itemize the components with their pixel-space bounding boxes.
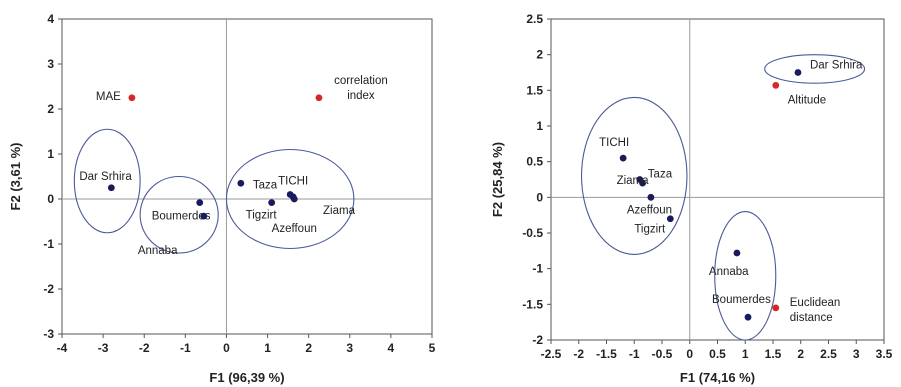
point-label: Ziama (323, 205, 356, 217)
data-point (196, 199, 204, 207)
point-label: TICHI (599, 137, 629, 149)
y-tick-label: 1 (536, 119, 543, 133)
y-tick-label: 2.5 (526, 12, 543, 26)
x-tick-label: 0 (223, 341, 230, 355)
y-tick-label: -0.5 (522, 226, 543, 240)
group-ellipse (764, 54, 866, 84)
point-label: Boumerdes (712, 294, 771, 306)
y-tick-label: -1 (43, 237, 54, 251)
y-tick-label: 2 (47, 102, 54, 116)
group-ellipse (714, 211, 777, 341)
y-tick-label: 3 (47, 57, 54, 71)
y-tick-label: 4 (47, 12, 54, 26)
y-tick-label: -2 (43, 282, 54, 296)
data-point (315, 94, 323, 102)
x-tick-label: 0.5 (709, 347, 726, 361)
data-point (128, 94, 136, 102)
data-point (647, 193, 655, 201)
data-point (290, 195, 298, 203)
data-point (744, 313, 752, 321)
x-tick-label: -2.5 (541, 347, 562, 361)
x-axis-title: F1 (96,39 %) (209, 370, 284, 385)
data-point (107, 184, 115, 192)
group-ellipse (225, 148, 355, 250)
y-tick-label: -3 (43, 327, 54, 341)
group-ellipse (580, 96, 688, 255)
data-point (200, 212, 208, 220)
point-label: Annaba (709, 266, 749, 278)
y-tick-label: 1.5 (526, 83, 543, 97)
point-label: Tigzirt (634, 224, 666, 236)
group-ellipse (139, 175, 219, 254)
point-label: Azeffoun (272, 223, 317, 235)
y-tick-label: -2 (532, 333, 543, 347)
x-tick-label: -0.5 (652, 347, 673, 361)
x-axis-title: F1 (74,16 %) (680, 370, 755, 385)
point-label: Taza (253, 179, 278, 191)
point-label: Euclidean distance (790, 297, 841, 324)
point-label: Annaba (138, 245, 178, 257)
y-tick-label: 0.5 (526, 155, 543, 169)
data-point (794, 69, 802, 76)
point-label: Dar Srhira (79, 171, 132, 183)
x-tick-label: 2.5 (820, 347, 837, 361)
y-axis-title: F2 (25,84 %) (490, 142, 505, 217)
y-tick-label: 0 (47, 192, 54, 206)
data-point (772, 81, 780, 89)
point-label: Azeffoun (627, 204, 672, 216)
x-tick-label: -1.5 (596, 347, 617, 361)
point-label: TICHI (278, 176, 308, 188)
x-tick-label: -2 (139, 341, 150, 355)
x-tick-label: 2 (797, 347, 804, 361)
data-point (619, 154, 627, 162)
y-tick-label: 0 (536, 190, 543, 204)
x-tick-label: -4 (57, 341, 68, 355)
point-label: Altitude (788, 94, 826, 106)
x-tick-label: -1 (629, 347, 640, 361)
point-label: MAE (96, 91, 121, 103)
x-tick-label: 2 (305, 341, 312, 355)
x-tick-label: 3 (346, 341, 353, 355)
data-point (237, 179, 245, 187)
x-tick-label: 1.5 (765, 347, 782, 361)
plot-frame (61, 18, 433, 335)
y-tick-label: 1 (47, 147, 54, 161)
y-axis-title: F2 (3,61 %) (8, 143, 23, 211)
x-tick-label: 1 (742, 347, 749, 361)
y-tick-label: 2 (536, 48, 543, 62)
chart-right: -2.5 -2 -1.5 -1 -0.5 0 0.5 1 1.5 2 2.5 3 3.5-2-1.5-1… (490, 12, 893, 385)
data-point (639, 179, 646, 187)
x-tick-label: 5 (429, 341, 436, 355)
point-label: Tigzirt (246, 210, 278, 222)
x-tick-label: 1 (264, 341, 271, 355)
point-label: Taza (648, 169, 673, 181)
point-label: correlation index (334, 75, 388, 102)
y-tick-label: -1 (532, 262, 543, 276)
data-point (268, 199, 276, 207)
x-tick-label: -1 (180, 341, 191, 355)
x-tick-label: 3.5 (876, 347, 893, 361)
data-point (772, 304, 780, 312)
data-point (666, 215, 674, 223)
x-tick-label: -3 (98, 341, 109, 355)
data-point (733, 249, 741, 257)
x-tick-label: 0 (686, 347, 693, 361)
x-tick-label: 4 (388, 341, 395, 355)
y-tick-label: -1.5 (522, 297, 543, 311)
group-ellipse (73, 128, 141, 234)
point-label: Dar Srhira (810, 60, 863, 72)
x-tick-label: 3 (853, 347, 860, 361)
x-tick-label: -2 (573, 347, 584, 361)
point-label: Boumerdes (152, 211, 211, 223)
point-label: Ziama (617, 175, 650, 187)
